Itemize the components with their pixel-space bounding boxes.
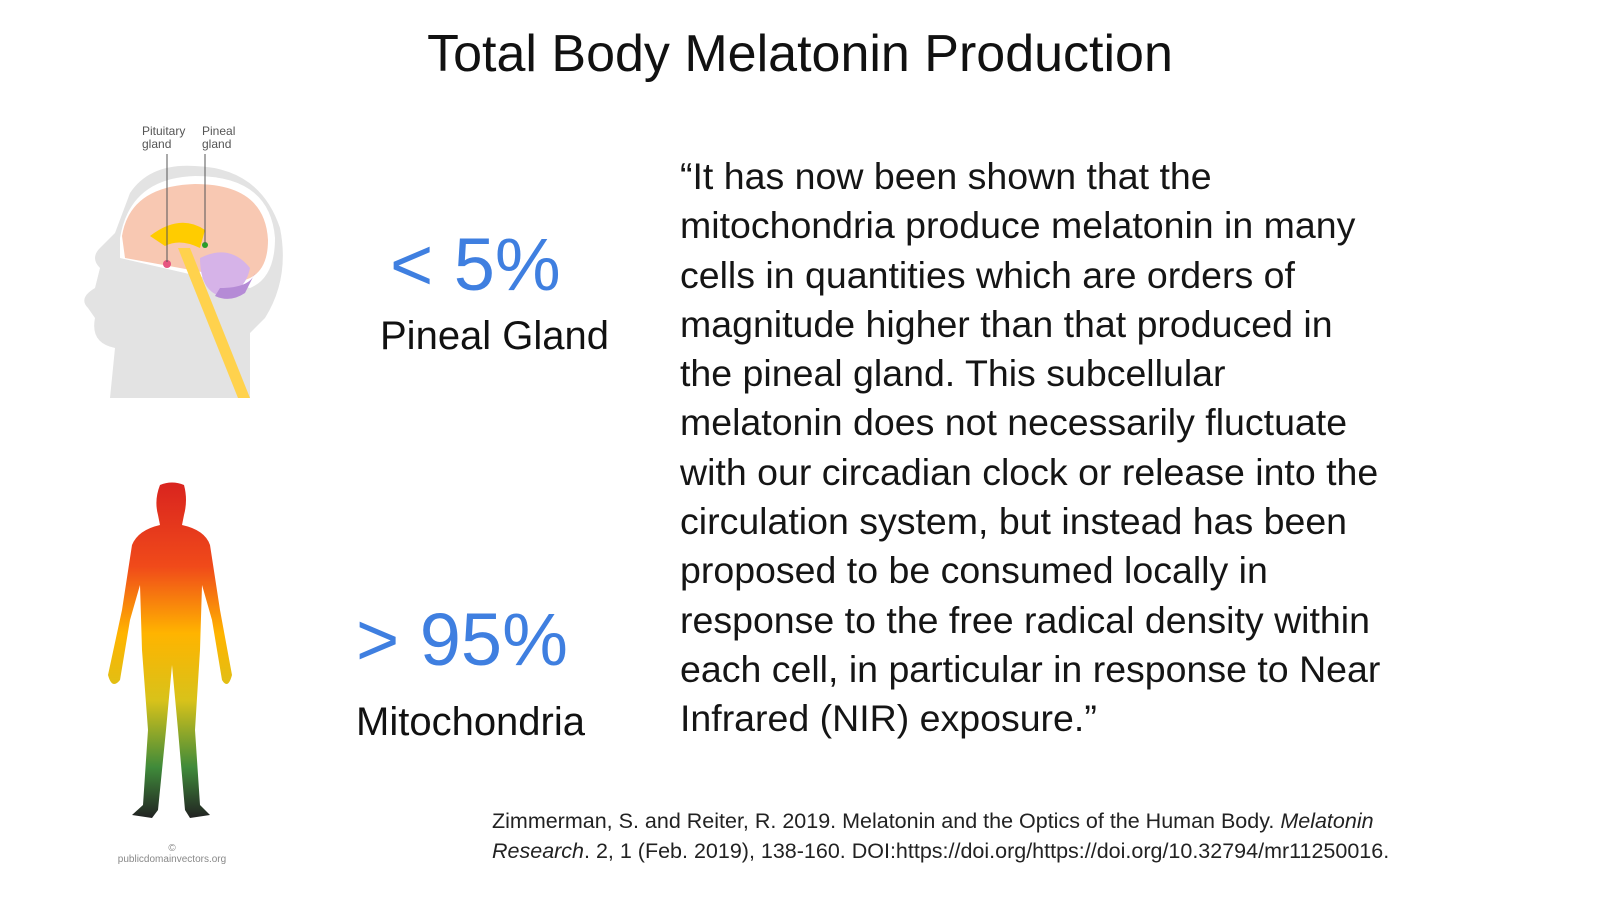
quote-line: proposed to be consumed locally in: [680, 549, 1268, 592]
slide-title: Total Body Melatonin Production: [427, 25, 1173, 83]
pineal-label-2: gland: [202, 137, 231, 151]
citation-details: . 2, 1 (Feb. 2019), 138-160. DOI:https:/…: [584, 839, 1390, 863]
brain-diagram: Pituitary gland Pineal gland: [84, 124, 283, 398]
quote-line: circulation system, but instead has been: [680, 500, 1348, 543]
quote-line: melatonin does not necessarily fluctuate: [680, 401, 1348, 444]
quote-line: “It has now been shown that the: [680, 155, 1212, 197]
quote-block: “It has now been shown that the mitochon…: [680, 152, 1380, 744]
human-body-figure: [108, 482, 232, 818]
mitochondria-label-text: Mitochondria: [356, 700, 586, 744]
quote-line: each cell, in particular in response to …: [680, 647, 1381, 690]
mitochondria-stat: > 95%: [356, 598, 568, 681]
quote-line: the pineal gland. This subcellular: [680, 352, 1226, 395]
pineal-label-text: Pineal Gland: [380, 314, 610, 358]
pituitary-label-2: gland: [142, 137, 171, 151]
quote-line: magnitude higher than that produced in: [680, 302, 1333, 345]
citation-journal-2: Research: [492, 839, 585, 863]
citation: Zimmerman, S. and Reiter, R. 2019. Melat…: [492, 806, 1389, 866]
citation-journal: Melatonin: [1280, 809, 1374, 833]
pineal-label: Pineal: [202, 124, 235, 138]
image-credit: © publicdomainvectors.org: [117, 843, 227, 865]
quote-line: Infrared (NIR) exposure.”: [680, 697, 1097, 740]
quote-line: with our circadian clock or release into…: [680, 450, 1379, 493]
quote-line: mitochondria produce melatonin in many: [680, 204, 1356, 247]
citation-text: Zimmerman, S. and Reiter, R. 2019. Melat…: [492, 809, 1281, 833]
pineal-stat: < 5%: [390, 223, 561, 306]
spinal-cord: [178, 248, 250, 398]
quote-line: response to the free radical density wit…: [680, 598, 1370, 641]
pituitary-label: Pituitary: [142, 124, 185, 138]
image-credit-text: publicdomainvectors.org: [117, 854, 227, 865]
quote-line: cells in quantities which are orders of: [680, 253, 1295, 296]
